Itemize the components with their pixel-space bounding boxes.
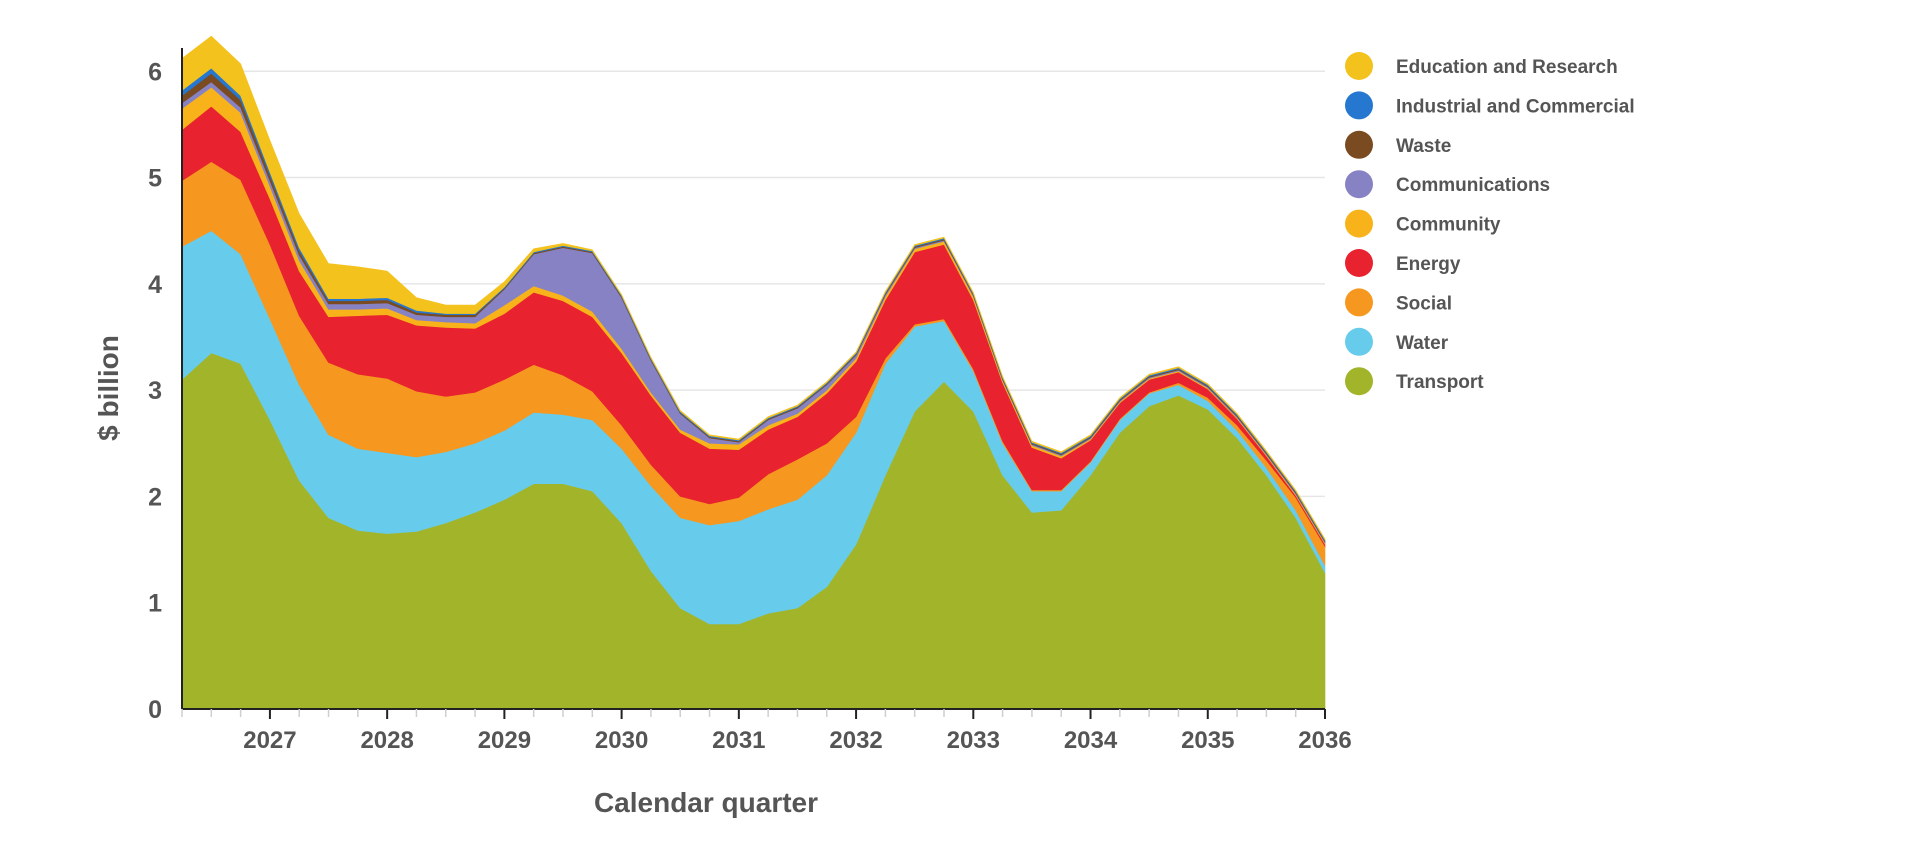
x-tick-label: 2028 [360, 727, 413, 754]
area-education-and-research [181, 35, 1326, 542]
legend-item-transport: Transport [1345, 367, 1484, 396]
x-tick-label: 2029 [478, 727, 531, 754]
legend-item-education-and-research: Education and Research [1345, 52, 1618, 80]
x-tick-label: 2036 [1298, 727, 1351, 754]
area-series-group [181, 35, 1326, 710]
legend-swatch [1345, 327, 1373, 356]
legend-swatch [1345, 209, 1373, 238]
axes [181, 48, 1326, 719]
legend-swatch [1345, 249, 1373, 277]
legend-swatch [1345, 130, 1373, 159]
y-tick-label: 3 [148, 377, 162, 405]
legend-label: Energy [1396, 254, 1461, 275]
legend-label: Community [1396, 215, 1501, 236]
x-tick-label: 2027 [243, 727, 296, 754]
legend-label: Water [1396, 333, 1449, 354]
legend-label: Education and Research [1396, 57, 1618, 78]
x-tick-label: 2035 [1181, 727, 1234, 754]
legend-label: Communications [1396, 175, 1550, 196]
legend-item-communications: Communications [1345, 170, 1550, 199]
legend-label: Transport [1396, 372, 1484, 393]
legend-item-community: Community [1345, 209, 1501, 238]
legend-label: Waste [1396, 136, 1451, 157]
legend-item-waste: Waste [1345, 130, 1451, 159]
legend: Education and Research Industrial and Com… [1345, 52, 1635, 396]
x-axis-label: Calendar quarter [594, 787, 818, 818]
y-tick-label: 6 [148, 58, 162, 86]
legend-item-industrial-and-commercial: Industrial and Commercial [1345, 91, 1635, 120]
legend-item-energy: Energy [1345, 249, 1461, 277]
legend-swatch [1345, 91, 1373, 120]
y-tick-label: 1 [148, 590, 162, 618]
legend-label: Social [1396, 293, 1452, 314]
x-tick-label: 2031 [712, 727, 765, 754]
legend-swatch [1345, 288, 1373, 317]
legend-item-water: Water [1345, 327, 1449, 356]
legend-swatch [1345, 170, 1373, 199]
x-tick-label: 2033 [947, 727, 1000, 754]
y-tick-labels: 0 1 2 3 4 5 6 [148, 58, 162, 724]
x-tick-label: 2030 [595, 727, 648, 754]
y-tick-label: 4 [148, 271, 162, 299]
y-tick-label: 2 [148, 483, 162, 511]
y-tick-label: 5 [148, 165, 162, 193]
x-tick-labels: 2027 2028 2029 2030 2031 2032 2033 2034 2035 2036 [243, 727, 1351, 754]
legend-swatch [1345, 52, 1373, 80]
y-axis-label: $ billion [93, 335, 124, 441]
legend-label: Industrial and Commercial [1396, 96, 1635, 117]
x-tick-label: 2034 [1064, 727, 1118, 754]
legend-swatch [1345, 367, 1373, 396]
x-tick-label: 2032 [829, 727, 882, 754]
legend-item-social: Social [1345, 288, 1452, 317]
y-tick-label: 0 [148, 696, 162, 724]
